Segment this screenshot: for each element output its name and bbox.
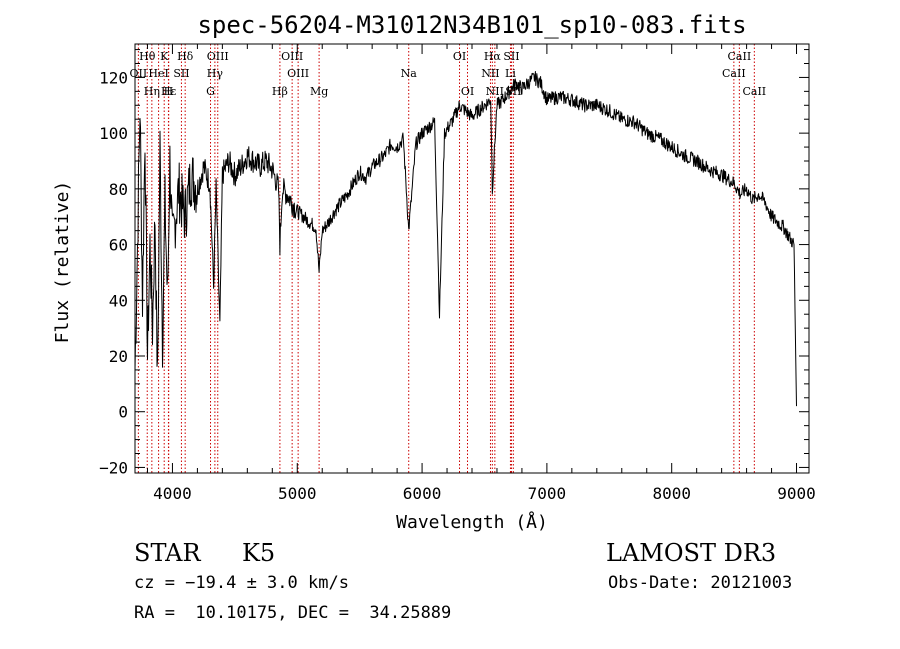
obs-date: Obs-Date: 20121003	[608, 573, 793, 593]
line-label-caii: CaII	[728, 50, 752, 63]
line-label-oiii: OIII	[207, 50, 229, 63]
line-label-hγ: Hγ	[207, 67, 224, 80]
y-tick-label: 100	[99, 124, 128, 143]
object-subclass: K5	[242, 539, 276, 567]
spectral-line-markers	[137, 44, 755, 473]
line-label-oiii: OIII	[281, 50, 303, 63]
line-label-caii: CaII	[742, 85, 766, 98]
x-tick-label: 7000	[528, 484, 567, 503]
coordinates: RA = 10.10175, DEC = 34.25889	[134, 603, 452, 623]
line-label-sii: SII	[173, 67, 189, 80]
series-line-flux	[134, 71, 797, 407]
x-tick-label: 6000	[403, 484, 442, 503]
line-label-nii: NII	[486, 85, 504, 98]
line-label-hη: Hη	[144, 85, 160, 98]
x-tick-label: 9000	[777, 484, 816, 503]
x-tick-label: 5000	[278, 484, 317, 503]
y-tick-label: 0	[118, 403, 128, 422]
redshift-line: cz = −19.4 ± 3.0 km/s	[134, 573, 349, 593]
y-tick-label: −20	[99, 458, 128, 477]
line-label-hθ: Hθ	[139, 50, 156, 63]
y-tick-label: 60	[109, 236, 128, 255]
line-label-oii: OII	[130, 67, 148, 80]
chart-title: spec-56204-M31012N34B101_sp10-083.fits	[197, 11, 746, 39]
plot-axes	[134, 43, 810, 474]
line-label-h: H	[164, 85, 174, 98]
line-label-nii: NII	[481, 67, 499, 80]
line-label-li: Li	[505, 67, 516, 80]
line-label-na: Na	[401, 67, 418, 80]
y-tick-label: 40	[109, 291, 128, 310]
line-label-g: G	[206, 85, 215, 98]
x-axis-label: Wavelength (Å)	[396, 511, 548, 533]
x-tick-label: 8000	[652, 484, 691, 503]
axis-ticks: 4000 5000 6000 7000 8000 9000 −20 0 20 40 60 80 100 1…	[99, 44, 816, 503]
y-tick-label: 20	[109, 347, 128, 366]
y-axis-label: Flux (relative)	[52, 181, 73, 344]
y-tick-label: 80	[109, 180, 128, 199]
object-class: STAR	[134, 539, 201, 567]
line-label-hε: Hε	[161, 85, 177, 98]
line-label-hei: HeI	[148, 67, 168, 80]
spectral-line-labels: Hθ OII Hη K HeI HHε Hδ SII OIII Hγ G OIII OIII Hβ Mg Na…	[130, 50, 767, 98]
line-label-mg: Mg	[310, 85, 328, 98]
y-tick-label: 120	[99, 68, 128, 87]
line-label-oiii: OIII	[287, 67, 309, 80]
x-tick-label: 4000	[153, 484, 192, 503]
flux-series	[134, 71, 797, 407]
line-label-hβ: Hβ	[272, 85, 288, 98]
line-label-oi: OI	[453, 50, 466, 63]
line-label-sii: SII	[503, 50, 519, 63]
line-label-hα: Hα	[484, 50, 502, 63]
line-label-caii: CaII	[722, 67, 746, 80]
line-label-hδ: Hδ	[177, 50, 194, 63]
survey-label: LAMOST DR3	[606, 539, 777, 567]
line-label-k: K	[160, 50, 169, 63]
plot-frame	[134, 43, 810, 474]
line-label-oi: OI	[461, 85, 474, 98]
